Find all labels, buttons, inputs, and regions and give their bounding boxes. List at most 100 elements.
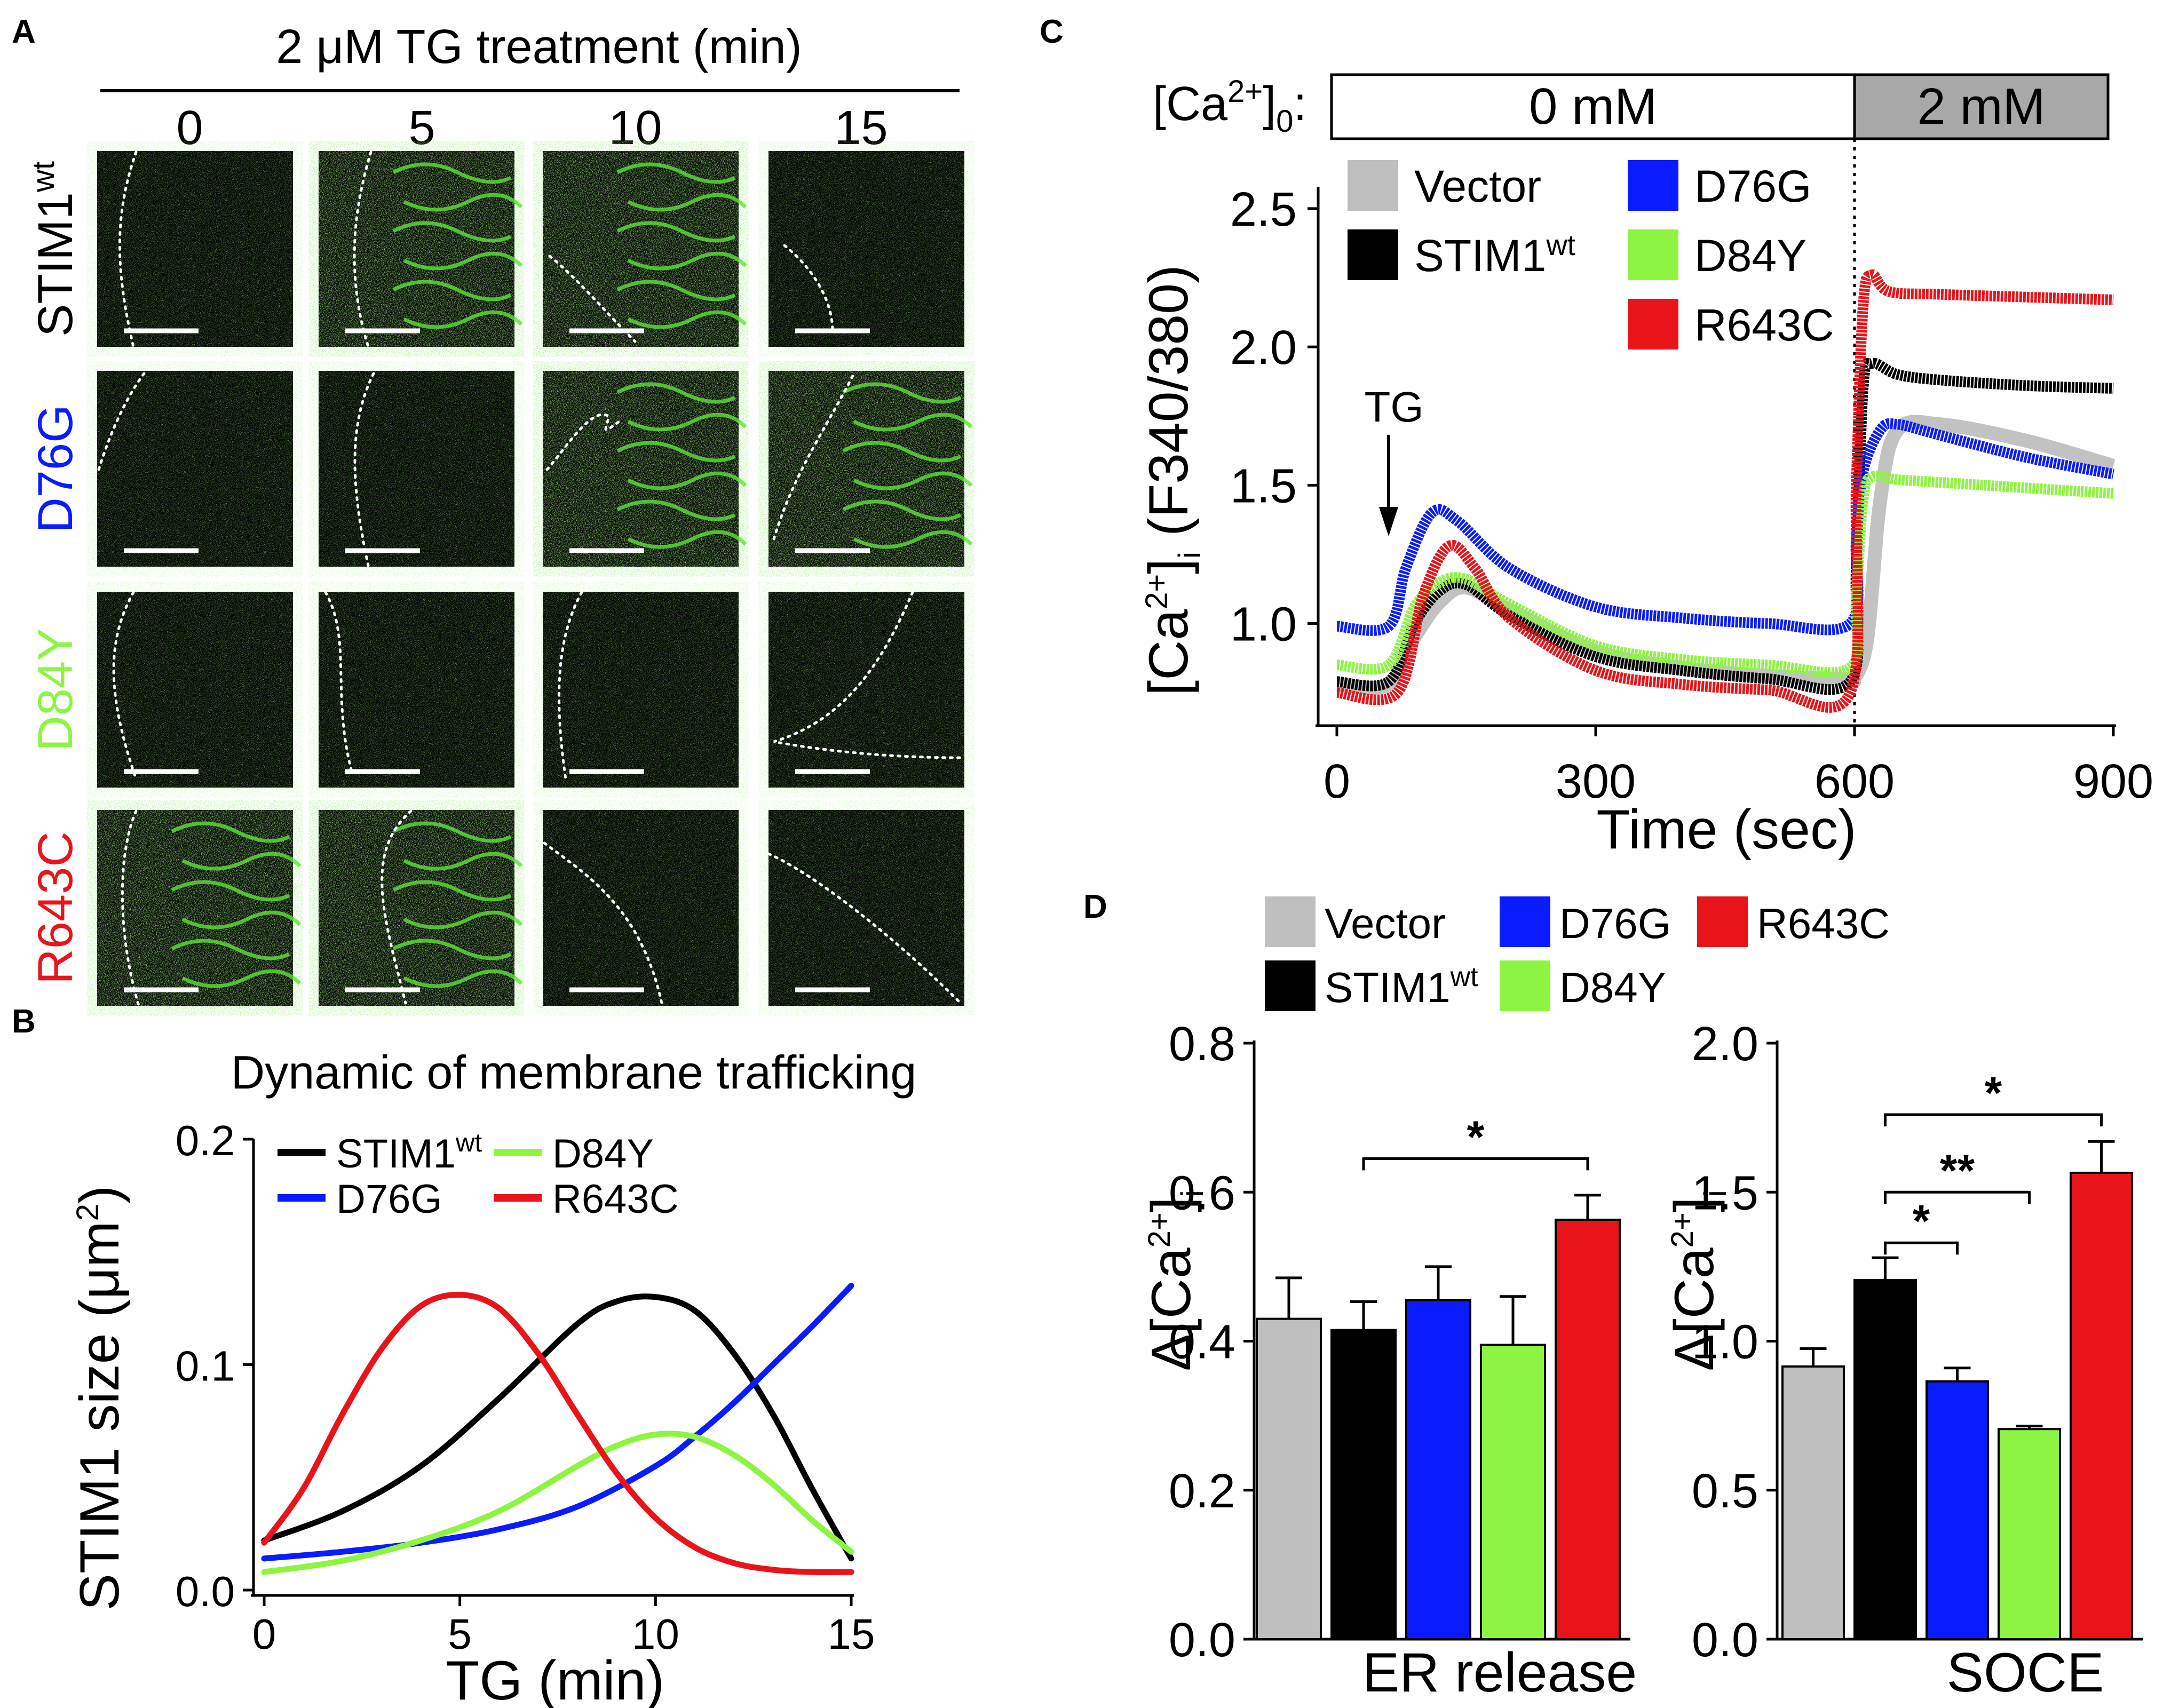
panel-a-cell-outline xyxy=(118,150,138,348)
panel-a-image-grid xyxy=(97,150,973,1007)
panel-d-legend-swatch-r643c xyxy=(1697,896,1748,947)
panel-c-trace-stim1wt xyxy=(1336,358,2114,695)
panel-a-er-strand xyxy=(403,310,523,329)
panel-b-x-tick-label: 15 xyxy=(828,1610,875,1658)
panel-b-x-tick-label: 5 xyxy=(448,1610,472,1658)
panel-a-er-strand xyxy=(616,280,736,301)
panel-d-left-significance-bracket xyxy=(1362,1157,1589,1171)
panel-b-legend-label-d76g: D76G xyxy=(336,1177,442,1222)
panel-d-right-significance-bracket xyxy=(1884,1113,2103,1127)
panel-d-left-significance-label: * xyxy=(1467,1111,1485,1162)
panel-a-cell-outline xyxy=(545,413,621,471)
panel-a-er-strand xyxy=(842,499,962,521)
panel-d-right-x-axis-title: SOCE xyxy=(1947,1642,2104,1704)
panel-d-right-y-tick-label: 1.5 xyxy=(1692,1166,1758,1220)
panel-c-x-tick-label: 600 xyxy=(1814,755,1895,808)
panel-d-legend-label-d76g: D76G xyxy=(1559,900,1671,947)
panel-c-x-axis-title: Time (sec) xyxy=(1596,799,1856,861)
panel-a-image-signal xyxy=(768,592,964,788)
panel-b-line-r643c xyxy=(261,1292,854,1576)
panel-c-letter: C xyxy=(1040,13,1064,50)
panel-a-er-strand xyxy=(403,251,523,271)
panel-d-left-y-tick-label: 0.2 xyxy=(1169,1465,1235,1518)
panel-a-er-strand xyxy=(616,441,736,463)
panel-d-left-y-tick-label: 0.8 xyxy=(1169,1018,1235,1071)
panel-b-letter: B xyxy=(12,1003,36,1040)
panel-c-trace-d84y xyxy=(1336,470,2114,678)
panel-a-cell-outline xyxy=(353,150,373,348)
panel-d-legend-swatch-vector xyxy=(1265,896,1316,947)
panel-a-er-strand xyxy=(392,221,512,243)
panel-d-left-bar-r643c xyxy=(1555,1218,1621,1640)
panel-b-line-d76g xyxy=(261,1283,854,1562)
panel-c-series xyxy=(1336,269,2115,713)
panel-a-cell-outline xyxy=(112,591,138,781)
panel-a-er-strand xyxy=(392,280,512,301)
panel-d-right-significance-bracket xyxy=(1884,1190,2031,1204)
panel-a-cell-outline xyxy=(353,372,375,567)
panel-a-er-strand xyxy=(392,939,512,960)
panel-a-image-signal xyxy=(97,592,293,788)
panel-c-legend-swatch-d76g xyxy=(1628,160,1678,211)
panel-a-row-label-stim1: STIM1wt xyxy=(26,161,83,337)
panel-d-legend: Vector STIM1wt D76G D84Y R643C xyxy=(1265,896,1890,1011)
panel-d-right-y-axis-title: Δ[Ca2+]i xyxy=(1663,1190,1733,1371)
panel-d-legend-label-vector: Vector xyxy=(1325,900,1446,947)
panel-d-right-bar-vector xyxy=(1781,1365,1845,1640)
panel-c-y-tick-label: 1.0 xyxy=(1230,598,1297,652)
panel-d-right-significance-label: * xyxy=(1913,1196,1930,1246)
panel-a-er-strand xyxy=(392,821,512,843)
panel-c-legend-label-d76g: D76G xyxy=(1694,161,1811,211)
panel-b-x-tick-label: 10 xyxy=(632,1610,679,1658)
panel-a-cell-outline xyxy=(773,591,962,759)
panel-d-left-y-tick-label: 0.0 xyxy=(1169,1614,1235,1667)
panel-c-legend-swatch-vector xyxy=(1348,160,1398,211)
panel-a-column-headers: 0 5 10 15 xyxy=(176,101,888,155)
panel-d-right-significance-label: * xyxy=(1985,1068,2002,1118)
panel-b-legend-label-stim1wt: STIM1wt xyxy=(336,1128,482,1177)
panel-a-row-label-r643c: R643C xyxy=(28,831,83,984)
panel-a-cell-outline xyxy=(767,852,962,1005)
panel-d-left-y-tick-label: 0.4 xyxy=(1169,1316,1235,1369)
panel-c-legend-swatch-stim1wt xyxy=(1348,229,1398,280)
panel-c-solution-seg2-box xyxy=(1853,73,2110,140)
panel-d-legend-label-d84y: D84Y xyxy=(1559,964,1666,1011)
panel-b-line-d84y xyxy=(261,1431,854,1575)
panel-a-image-r4-c2 xyxy=(319,809,523,1006)
panel-a-cell-outline xyxy=(543,841,663,1005)
panel-c-trace-d76g xyxy=(1336,418,2114,636)
panel-a-column-5: 5 xyxy=(408,101,435,155)
panel-d-right-significance-bracket xyxy=(1884,1241,1959,1255)
panel-a-er-strand xyxy=(403,852,523,871)
panel-a-image-r3-c3 xyxy=(543,591,739,788)
panel-a-er-strand xyxy=(627,193,747,212)
panel-a-er-strand xyxy=(616,162,736,184)
panel-a-er-strand xyxy=(616,382,736,404)
panel-a-image-r4-c3 xyxy=(543,810,739,1006)
panel-d-letter: D xyxy=(1083,888,1107,925)
panel-a-er-strand xyxy=(853,412,973,432)
panel-a-image-r2-c1 xyxy=(97,371,293,567)
panel-b-legend-label-r643c: R643C xyxy=(552,1177,679,1222)
panel-a-image-signal xyxy=(543,592,739,788)
panel-c-legend: Vector STIM1wt D76G D84Y R643C xyxy=(1348,160,1834,350)
panel-d-legend-label-r643c: R643C xyxy=(1757,900,1890,947)
panel-b-y-tick-label: 0.2 xyxy=(176,1117,235,1164)
panel-a-image-r1-c1 xyxy=(97,150,293,348)
panel-c-legend-swatch-r643c xyxy=(1628,299,1678,349)
panel-b-y-tick-label: 0.1 xyxy=(176,1342,235,1390)
panel-d-right-bar-d76g xyxy=(1926,1380,1989,1640)
panel-a-er-strand xyxy=(181,910,302,930)
panel-a-image-signal xyxy=(97,371,293,567)
panel-a-er-strand xyxy=(616,221,736,243)
panel-d-right-y-tick-label: 0.5 xyxy=(1692,1465,1758,1518)
panel-d-er-release-chart: 0.0 0.2 0.4 0.6 0.8 * xyxy=(1169,1018,1630,1667)
panel-a-image-signal xyxy=(319,592,514,788)
panel-d-legend-swatch-d84y xyxy=(1500,960,1550,1011)
panel-c-solution-title: [Ca2+]0: xyxy=(1153,74,1307,139)
panel-c-solution-bar: 0 mM 2 mM [Ca2+]0: xyxy=(1153,73,2110,140)
panel-b-y-axis-title: STIM1 size (μm2) xyxy=(69,1185,131,1610)
panel-a-er-strand xyxy=(403,969,523,988)
panel-d-left-bar-stim1wt xyxy=(1330,1329,1397,1640)
panel-a-image-r4-c4 xyxy=(767,810,964,1006)
